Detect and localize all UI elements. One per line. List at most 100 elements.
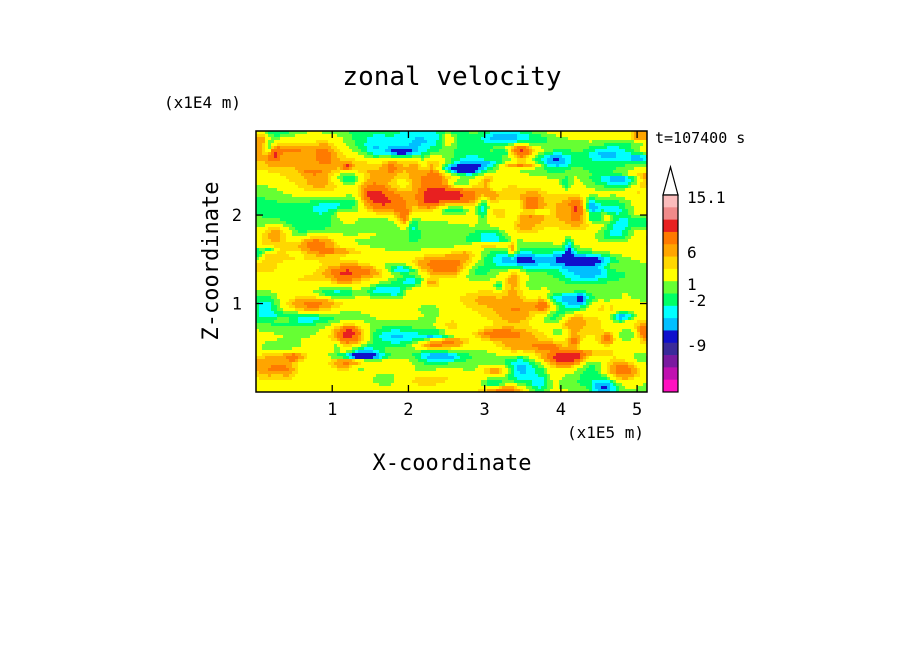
field-cell — [574, 149, 578, 153]
field-cell — [301, 167, 305, 171]
field-cell — [433, 182, 437, 186]
field-cell — [352, 221, 356, 225]
field-cell — [406, 149, 410, 153]
field-cell — [376, 167, 380, 171]
field-cell — [427, 176, 431, 180]
field-cell — [604, 227, 608, 231]
field-cell — [544, 137, 548, 141]
field-cell — [388, 158, 392, 162]
field-cell — [625, 197, 629, 201]
field-cell — [361, 197, 365, 201]
field-cell — [562, 149, 566, 153]
field-cell — [601, 158, 605, 162]
field-cell — [286, 200, 290, 204]
field-cell — [325, 221, 329, 225]
field-cell — [616, 239, 620, 243]
field-cell — [478, 215, 482, 219]
field-cell — [259, 134, 263, 138]
field-cell — [277, 188, 281, 192]
field-cell — [397, 149, 401, 153]
field-cell — [289, 242, 293, 246]
field-cell — [451, 224, 455, 228]
field-cell — [514, 158, 518, 162]
field-cell — [586, 161, 590, 165]
field-cell — [556, 164, 560, 168]
field-cell — [298, 224, 302, 228]
field-cell — [451, 242, 455, 246]
field-cell — [442, 146, 446, 150]
field-cell — [310, 170, 314, 174]
field-cell — [592, 149, 596, 153]
field-cell — [517, 236, 521, 240]
field-cell — [382, 197, 386, 201]
field-cell — [430, 200, 434, 204]
field-cell — [466, 173, 470, 177]
field-cell — [328, 221, 332, 225]
field-cell — [643, 215, 647, 219]
field-cell — [487, 239, 491, 243]
field-cell — [514, 146, 518, 150]
field-cell — [628, 212, 632, 216]
field-cell — [283, 227, 287, 231]
field-cell — [265, 143, 269, 147]
field-cell — [271, 245, 275, 249]
field-cell — [310, 137, 314, 141]
field-cell — [589, 215, 593, 219]
field-cell — [460, 185, 464, 189]
field-cell — [331, 221, 335, 225]
field-cell — [601, 176, 605, 180]
field-cell — [592, 227, 596, 231]
field-cell — [403, 209, 407, 213]
field-cell — [367, 137, 371, 141]
field-cell — [595, 230, 599, 234]
field-cell — [394, 191, 398, 195]
field-cell — [373, 170, 377, 174]
field-cell — [337, 194, 341, 198]
field-cell — [376, 233, 380, 237]
field-cell — [286, 149, 290, 153]
field-cell — [373, 146, 377, 150]
field-cell — [454, 143, 458, 147]
field-cell — [394, 212, 398, 216]
field-cell — [403, 239, 407, 243]
field-cell — [376, 242, 380, 246]
field-cell — [484, 176, 488, 180]
field-cell — [574, 194, 578, 198]
field-cell — [472, 173, 476, 177]
field-cell — [277, 137, 281, 141]
field-cell — [292, 245, 296, 249]
field-cell — [625, 239, 629, 243]
field-cell — [562, 200, 566, 204]
field-cell — [604, 191, 608, 195]
field-cell — [373, 212, 377, 216]
field-cell — [499, 143, 503, 147]
field-cell — [505, 155, 509, 159]
field-cell — [424, 200, 428, 204]
field-cell — [313, 197, 317, 201]
field-cell — [559, 176, 563, 180]
field-cell — [439, 194, 443, 198]
field-cell — [340, 227, 344, 231]
field-cell — [466, 203, 470, 207]
field-cell — [262, 143, 266, 147]
field-cell — [583, 206, 587, 210]
field-cell — [379, 224, 383, 228]
field-cell — [373, 209, 377, 213]
field-cell — [442, 230, 446, 234]
field-cell — [367, 149, 371, 153]
field-cell — [550, 224, 554, 228]
field-cell — [376, 221, 380, 225]
field-cell — [262, 137, 266, 141]
field-cell — [598, 176, 602, 180]
field-cell — [607, 236, 611, 240]
field-cell — [409, 218, 413, 222]
field-cell — [304, 245, 308, 249]
field-cell — [463, 182, 467, 186]
field-cell — [307, 236, 311, 240]
field-cell — [385, 203, 389, 207]
field-cell — [403, 206, 407, 210]
field-cell — [364, 158, 368, 162]
field-cell — [508, 233, 512, 237]
field-cell — [283, 179, 287, 183]
field-cell — [301, 158, 305, 162]
